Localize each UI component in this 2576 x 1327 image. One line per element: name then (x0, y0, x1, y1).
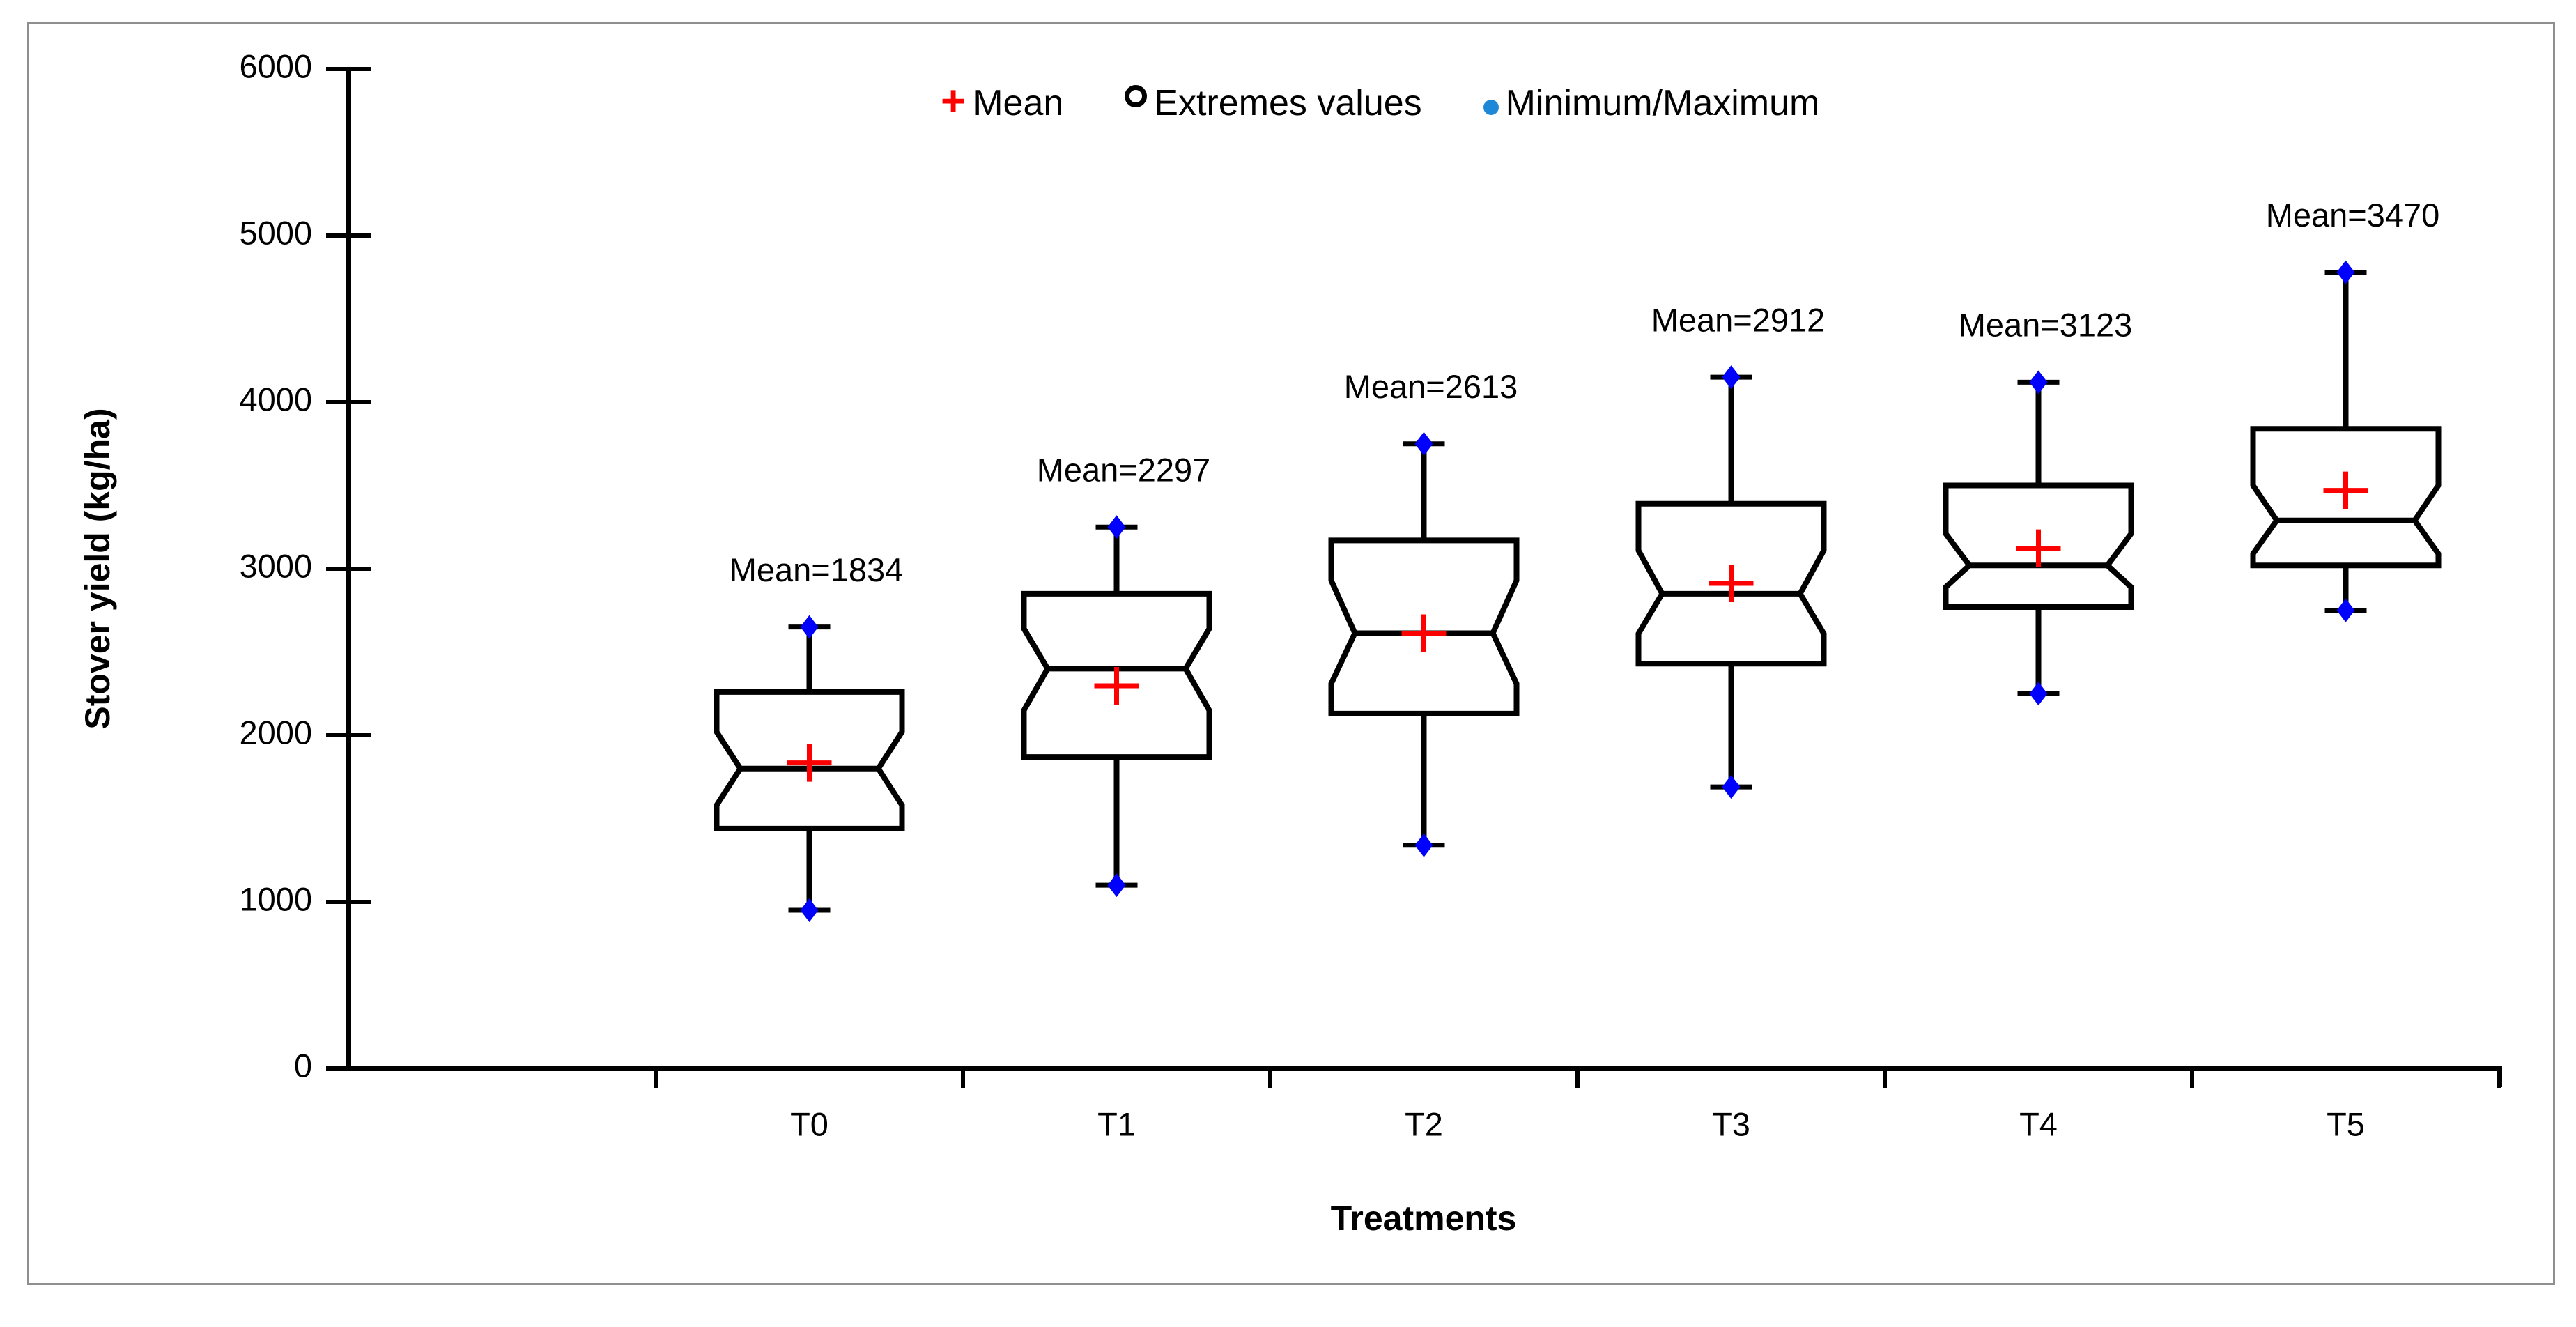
dot-icon (1483, 100, 1499, 115)
x-category-label: T3 (1712, 1105, 1750, 1142)
x-category-label: T1 (1097, 1105, 1136, 1142)
x-category-label: T4 (2019, 1105, 2058, 1142)
minimum-marker (1107, 873, 1126, 898)
legend-item-mean: + Mean (941, 77, 1064, 125)
legend-item-extremes-values: Extremes values (1125, 82, 1422, 124)
y-tick-label: 0 (294, 1047, 312, 1084)
y-tick-label: 1000 (239, 880, 312, 917)
y-tick-label: 2000 (239, 714, 312, 751)
y-tick-label: 5000 (239, 214, 312, 251)
mean-label: Mean=2912 (1651, 302, 1826, 339)
y-tick-label: 3000 (239, 547, 312, 584)
maximum-marker (1414, 431, 1433, 456)
x-category-label: T0 (790, 1105, 828, 1142)
mean-label: Mean=3470 (2266, 197, 2440, 233)
plus-icon: + (941, 77, 966, 125)
figure-frame (27, 22, 2555, 1285)
maximum-marker (800, 615, 819, 639)
open-circle-icon (1125, 85, 1148, 107)
mean-label: Mean=2297 (1037, 452, 1211, 489)
minimum-marker (1722, 775, 1741, 799)
legend-item-minimum-maximum: Minimum/Maximum (1483, 82, 1820, 124)
maximum-marker (2029, 370, 2048, 394)
legend-item-label: Extremes values (1154, 83, 1422, 123)
mean-label: Mean=3123 (1959, 307, 2133, 344)
legend: + Mean Extremes values Minimum/Maximum (941, 77, 1820, 125)
mean-label: Mean=1834 (730, 551, 904, 588)
legend-item-label: Mean (973, 83, 1064, 123)
y-axis-title: Stover yield (kg/ha) (78, 408, 117, 730)
minimum-marker (2336, 598, 2355, 622)
minimum-marker (2029, 682, 2048, 706)
y-tick-label: 6000 (239, 47, 312, 84)
x-category-label: T2 (1405, 1105, 1443, 1142)
maximum-marker (2336, 260, 2355, 284)
x-axis-title: Treatments (1330, 1199, 1517, 1238)
x-category-label: T5 (2327, 1105, 2365, 1142)
mean-label: Mean=2613 (1344, 368, 1518, 405)
maximum-marker (1107, 515, 1126, 539)
minimum-marker (1414, 833, 1433, 857)
legend-item-label: Minimum/Maximum (1505, 83, 1820, 123)
y-tick-label: 4000 (239, 381, 312, 417)
minimum-marker (800, 898, 819, 922)
maximum-marker (1722, 365, 1741, 390)
